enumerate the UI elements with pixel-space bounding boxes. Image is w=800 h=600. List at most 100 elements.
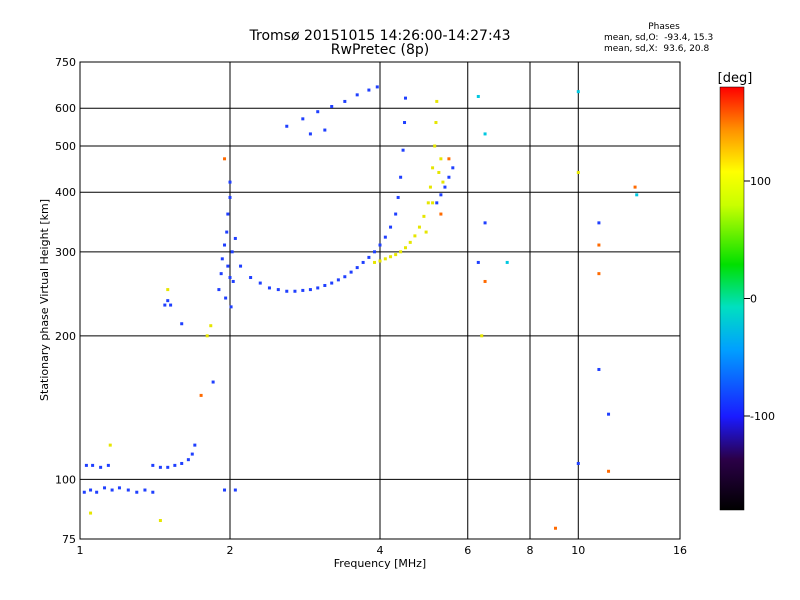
data-point xyxy=(447,175,451,179)
data-point xyxy=(89,488,93,492)
data-point xyxy=(439,193,443,197)
colorbar xyxy=(720,87,744,510)
data-point xyxy=(476,260,480,264)
data-point xyxy=(233,488,237,492)
data-point xyxy=(424,230,428,234)
colorbar-tick-label: -100 xyxy=(750,410,775,423)
data-point xyxy=(433,144,437,148)
data-point xyxy=(434,121,438,125)
data-point xyxy=(597,243,601,247)
data-point xyxy=(435,201,439,205)
x-axis-label: Frequency [MHz] xyxy=(334,557,426,570)
data-point xyxy=(439,157,443,161)
data-point xyxy=(151,463,155,467)
data-point xyxy=(403,96,407,100)
data-point xyxy=(89,511,93,515)
data-point xyxy=(389,255,393,259)
data-point xyxy=(103,486,107,490)
data-point xyxy=(389,225,393,229)
x-tick-labels: 1 2 4 6 8 10 16 xyxy=(77,544,688,557)
data-point xyxy=(597,367,601,371)
colorbar-ticks: 100 0 -100 xyxy=(744,175,775,423)
data-point xyxy=(151,490,155,494)
data-point xyxy=(343,99,347,103)
data-point xyxy=(143,488,147,492)
data-point xyxy=(355,266,359,270)
data-point xyxy=(190,452,194,456)
data-point xyxy=(330,105,334,109)
data-point xyxy=(330,281,334,285)
data-point xyxy=(293,289,297,293)
y-axis-label: Stationary phase Virtual Height [km] xyxy=(38,199,51,401)
data-point xyxy=(378,259,382,263)
data-point xyxy=(451,166,455,170)
data-point xyxy=(180,461,184,465)
data-point xyxy=(158,519,162,523)
data-point xyxy=(378,243,382,247)
data-point xyxy=(199,393,203,397)
grid-lines xyxy=(80,62,680,539)
data-point xyxy=(217,288,221,292)
data-point xyxy=(396,195,400,199)
data-point xyxy=(173,463,177,467)
data-point xyxy=(225,230,229,234)
data-point xyxy=(431,166,435,170)
data-point xyxy=(323,283,327,287)
phase-line-x: mean, sd,X: 93.6, 20.8 xyxy=(604,44,710,54)
data-point xyxy=(367,88,371,92)
data-point xyxy=(308,288,312,292)
data-point xyxy=(336,278,340,282)
data-point xyxy=(285,289,289,293)
data-point xyxy=(316,286,320,290)
colorbar-tick-label: 100 xyxy=(750,175,771,188)
colorbar-tick-label: 0 xyxy=(750,293,757,306)
data-point xyxy=(361,260,365,264)
data-point xyxy=(108,443,112,447)
data-point xyxy=(383,257,387,261)
data-point xyxy=(223,157,227,161)
data-point xyxy=(635,193,639,197)
data-point xyxy=(228,195,232,199)
data-point xyxy=(373,260,377,264)
chart-title-line1: Tromsø 20151015 14:26:00-14:27:43 xyxy=(249,28,511,44)
data-point xyxy=(394,253,398,257)
data-point xyxy=(285,124,289,128)
data-point xyxy=(399,250,403,254)
data-point xyxy=(308,132,312,136)
data-point xyxy=(476,94,480,98)
colorbar-unit: [deg] xyxy=(718,71,753,86)
data-point xyxy=(441,180,445,184)
data-point xyxy=(249,276,253,280)
data-point xyxy=(106,463,110,467)
data-point xyxy=(394,212,398,216)
data-point xyxy=(553,526,557,530)
data-point xyxy=(367,255,371,259)
y-tick-label: 600 xyxy=(55,102,76,115)
data-point xyxy=(91,463,95,467)
data-point xyxy=(431,201,435,205)
data-point xyxy=(576,170,580,174)
y-tick-labels: 750 600 500 400 300 200 100 75 xyxy=(55,56,76,546)
data-point xyxy=(226,212,230,216)
data-point xyxy=(480,334,484,338)
data-point xyxy=(323,128,327,132)
data-point xyxy=(84,463,88,467)
data-point xyxy=(401,148,405,152)
y-tick-label: 200 xyxy=(55,330,76,343)
data-point xyxy=(597,272,601,276)
data-point xyxy=(607,469,611,473)
data-point xyxy=(224,296,228,300)
data-point xyxy=(117,486,121,490)
data-point xyxy=(576,461,580,465)
data-point xyxy=(375,85,379,89)
data-point xyxy=(211,380,215,384)
data-point xyxy=(483,279,487,283)
data-point xyxy=(413,234,417,238)
data-point xyxy=(426,201,430,205)
data-point xyxy=(301,288,305,292)
data-point xyxy=(186,458,190,462)
data-point xyxy=(180,322,184,326)
data-point xyxy=(229,305,233,309)
y-tick-label: 300 xyxy=(55,246,76,259)
